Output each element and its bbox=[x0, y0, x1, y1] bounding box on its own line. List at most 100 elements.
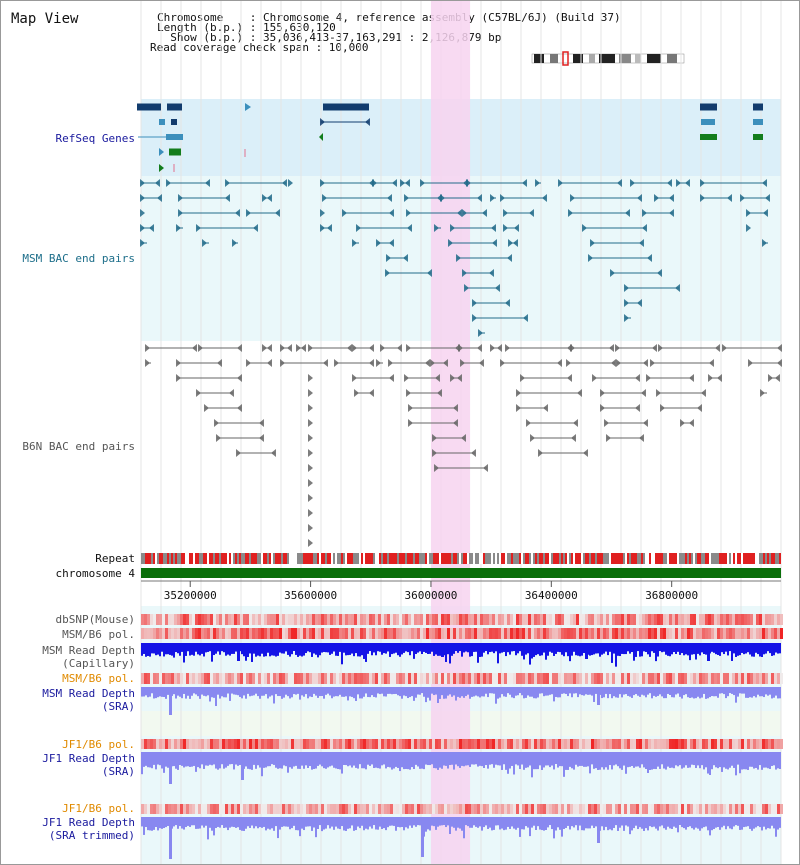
b6n-bac-pair[interactable] bbox=[296, 344, 306, 352]
msm-bac-pair[interactable] bbox=[568, 209, 630, 217]
b6n-bac-pair[interactable] bbox=[334, 359, 374, 367]
msm-bac-pair[interactable] bbox=[232, 239, 238, 247]
gene-model[interactable] bbox=[320, 118, 370, 126]
b6n-bac-pair[interactable] bbox=[308, 374, 313, 382]
msm-bac-pair[interactable] bbox=[588, 254, 652, 262]
b6n-bac-pair[interactable] bbox=[176, 359, 222, 367]
gene-exon[interactable] bbox=[171, 119, 177, 125]
b6n-bac-pair[interactable] bbox=[656, 389, 706, 397]
msm-bac-pair[interactable] bbox=[740, 194, 770, 202]
b6n-bac-pair[interactable] bbox=[490, 344, 502, 352]
msm-bac-pair[interactable] bbox=[288, 179, 293, 187]
msm-bac-pair[interactable] bbox=[582, 224, 647, 232]
msm-bac-pair[interactable] bbox=[178, 194, 230, 202]
b6n-bac-pair[interactable] bbox=[658, 344, 720, 352]
b6n-bac-pair[interactable] bbox=[708, 374, 722, 382]
b6n-bac-pair[interactable] bbox=[380, 344, 402, 352]
msm-bac-pair[interactable] bbox=[322, 194, 392, 202]
b6n-bac-pair[interactable] bbox=[516, 389, 582, 397]
gene-exon[interactable] bbox=[753, 134, 763, 140]
b6n-bac-pair[interactable] bbox=[308, 389, 313, 397]
msm-bac-pair[interactable] bbox=[140, 179, 160, 187]
msm-bac-pair[interactable] bbox=[196, 224, 258, 232]
b6n-bac-pair[interactable] bbox=[246, 359, 272, 367]
msm-bac-pair[interactable] bbox=[466, 179, 527, 187]
b6n-bac-pair[interactable] bbox=[308, 434, 313, 442]
msm-bac-track[interactable] bbox=[140, 179, 770, 337]
b6n-bac-pair[interactable] bbox=[354, 389, 374, 397]
b6n-bac-pair[interactable] bbox=[308, 509, 313, 517]
msm-bac-pair[interactable] bbox=[178, 209, 240, 217]
b6n-bac-pair[interactable] bbox=[760, 389, 767, 397]
b6n-bac-pair[interactable] bbox=[748, 359, 782, 367]
b6n-bac-pair[interactable] bbox=[176, 374, 242, 382]
b6n-bac-pair[interactable] bbox=[216, 434, 264, 442]
b6n-bac-pair[interactable] bbox=[432, 434, 466, 442]
refseq-genes-track[interactable] bbox=[137, 103, 763, 172]
gene-exon[interactable] bbox=[753, 103, 763, 111]
gene-exon[interactable] bbox=[137, 103, 161, 111]
b6n-bac-pair[interactable] bbox=[308, 419, 313, 427]
msm-bac-pair[interactable] bbox=[624, 299, 642, 307]
msm-bac-pair[interactable] bbox=[746, 224, 751, 232]
b6n-bac-pair[interactable] bbox=[196, 389, 234, 397]
b6n-bac-pair[interactable] bbox=[538, 449, 588, 457]
b6n-bac-pair[interactable] bbox=[460, 359, 484, 367]
b6n-bac-pair[interactable] bbox=[404, 374, 440, 382]
msm-bac-pair[interactable] bbox=[762, 239, 768, 247]
msm-bac-pair[interactable] bbox=[570, 194, 642, 202]
gene-exon[interactable] bbox=[323, 103, 369, 111]
msm-bac-pair[interactable] bbox=[624, 284, 680, 292]
msm-bac-pair[interactable] bbox=[654, 194, 674, 202]
msm-bac-pair[interactable] bbox=[700, 194, 732, 202]
msm-bac-pair[interactable] bbox=[624, 314, 631, 322]
b6n-bac-pair[interactable] bbox=[600, 404, 640, 412]
gene-exon[interactable] bbox=[167, 103, 182, 111]
gene-exon[interactable] bbox=[700, 134, 717, 140]
b6n-bac-pair[interactable] bbox=[615, 344, 657, 352]
msm-bac-pair[interactable] bbox=[386, 254, 408, 262]
b6n-bac-pair[interactable] bbox=[408, 419, 458, 427]
msm-bac-pair[interactable] bbox=[140, 194, 162, 202]
b6n-bac-pair[interactable] bbox=[768, 374, 780, 382]
b6n-bac-pair[interactable] bbox=[280, 359, 328, 367]
msm-bac-pair[interactable] bbox=[400, 179, 410, 187]
msm-bac-pair[interactable] bbox=[610, 269, 662, 277]
b6n-bac-pair[interactable] bbox=[430, 359, 448, 367]
msm-bac-pair[interactable] bbox=[166, 179, 210, 187]
b6n-bac-pair[interactable] bbox=[145, 344, 197, 352]
msm-bac-pair[interactable] bbox=[472, 299, 510, 307]
msm-bac-pair[interactable] bbox=[676, 179, 690, 187]
msm-bac-pair[interactable] bbox=[352, 239, 359, 247]
msm-bac-pair[interactable] bbox=[500, 194, 547, 202]
msm-bac-pair[interactable] bbox=[376, 239, 394, 247]
msm-bac-pair[interactable] bbox=[464, 284, 500, 292]
msm-bac-pair[interactable] bbox=[406, 209, 462, 217]
msm-bac-pair[interactable] bbox=[700, 179, 767, 187]
msm-bac-pair[interactable] bbox=[535, 179, 541, 187]
msm-bac-pair[interactable] bbox=[385, 269, 432, 277]
b6n-bac-pair[interactable] bbox=[722, 344, 782, 352]
gene-exon[interactable] bbox=[701, 119, 715, 125]
b6n-bac-pair[interactable] bbox=[236, 449, 276, 457]
msm-bac-pair[interactable] bbox=[642, 209, 674, 217]
msm-bac-pair[interactable] bbox=[440, 194, 482, 202]
b6n-bac-pair[interactable] bbox=[308, 464, 313, 472]
b6n-bac-pair[interactable] bbox=[604, 419, 648, 427]
b6n-bac-pair[interactable] bbox=[308, 404, 313, 412]
b6n-bac-pair[interactable] bbox=[262, 344, 272, 352]
b6n-bac-pair[interactable] bbox=[214, 419, 264, 427]
b6n-bac-pair[interactable] bbox=[592, 374, 640, 382]
msm-bac-pair[interactable] bbox=[356, 224, 412, 232]
b6n-bac-pair[interactable] bbox=[308, 479, 313, 487]
b6n-bac-track[interactable] bbox=[145, 344, 782, 547]
b6n-bac-pair[interactable] bbox=[680, 419, 694, 427]
msm-bac-pair[interactable] bbox=[462, 269, 494, 277]
b6n-bac-pair[interactable] bbox=[660, 404, 702, 412]
msm-bac-pair[interactable] bbox=[202, 239, 209, 247]
msm-bac-pair[interactable] bbox=[225, 179, 287, 187]
b6n-bac-pair[interactable] bbox=[388, 359, 430, 367]
msm-bac-pair[interactable] bbox=[478, 329, 485, 337]
msm-bac-pair[interactable] bbox=[472, 314, 528, 322]
